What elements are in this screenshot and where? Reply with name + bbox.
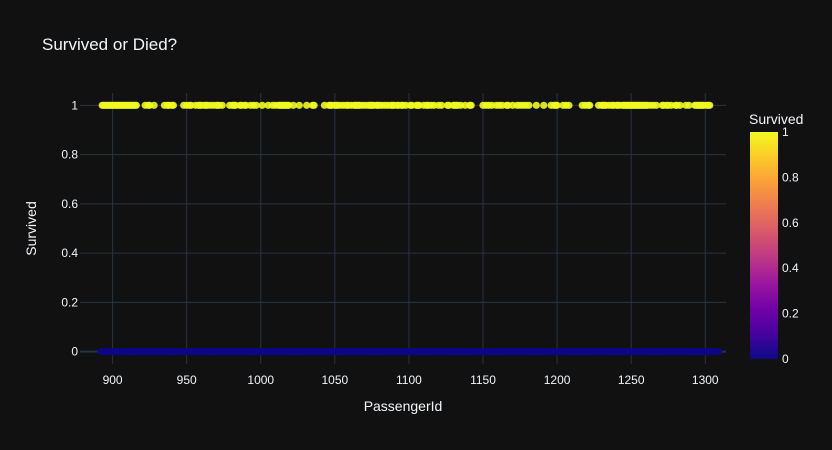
data-point [289, 101, 297, 109]
data-point [303, 101, 311, 109]
x-axis-title: PassengerId [364, 398, 443, 414]
colorbar-gradient [750, 132, 778, 359]
data-point [437, 101, 446, 109]
colorbar-tick-label: 0.2 [782, 307, 799, 321]
data-point [685, 101, 693, 109]
y-tick-label: 0.6 [61, 197, 78, 211]
colorbar-title: Survived [749, 111, 803, 127]
y-tick-label: 0.4 [61, 246, 78, 260]
x-tick-label: 1000 [247, 373, 274, 387]
x-tick-label: 1300 [692, 373, 719, 387]
data-point [706, 101, 714, 109]
data-point [652, 101, 660, 109]
data-point [310, 101, 318, 109]
x-tick-label: 950 [177, 373, 197, 387]
data-point [525, 101, 533, 109]
data-point [295, 101, 303, 109]
y-tick-label: 0.8 [61, 148, 78, 162]
x-tick-label: 1050 [321, 373, 348, 387]
data-point [169, 101, 177, 109]
colorbar-tick-labels: 0 0.2 0.4 0.6 0.8 1 [782, 125, 799, 366]
y-tick-label: 0.2 [61, 295, 78, 309]
data-point [150, 101, 158, 109]
data-point [565, 101, 573, 109]
data-points [97, 101, 723, 356]
data-point [714, 348, 723, 356]
colorbar-tick-label: 1 [782, 125, 789, 139]
colorbar-tick-label: 0.4 [782, 261, 799, 275]
y-tick-labels: 0 0.2 0.4 0.6 0.8 1 [61, 98, 78, 358]
data-point [553, 101, 561, 109]
colorbar-tick-label: 0 [782, 352, 789, 366]
x-tick-labels: 900 950 1000 1050 1100 1150 1200 1250 1300 [103, 373, 719, 387]
colorbar-tick-label: 0.6 [782, 216, 799, 230]
data-point [132, 101, 140, 109]
data-point [540, 101, 548, 109]
data-point [467, 101, 475, 109]
data-point [218, 101, 226, 109]
x-tick-label: 1250 [618, 373, 645, 387]
x-tick-label: 1200 [544, 373, 571, 387]
data-point [676, 101, 684, 109]
data-point [532, 101, 540, 109]
x-tick-label: 1100 [396, 373, 422, 387]
x-tick-label: 900 [103, 373, 123, 387]
chart-title: Survived or Died? [42, 35, 177, 54]
y-axis-title: Survived [23, 201, 39, 255]
grid [80, 93, 726, 364]
data-point [252, 101, 260, 109]
data-point [586, 101, 594, 109]
y-tick-label: 0 [71, 345, 78, 359]
data-point [258, 101, 266, 109]
x-tick-label: 1150 [470, 373, 496, 387]
colorbar: Survived 0 0.2 0.4 0.6 0.8 1 [749, 111, 803, 366]
colorbar-tick-label: 0.8 [782, 170, 799, 184]
y-tick-label: 1 [71, 98, 78, 112]
